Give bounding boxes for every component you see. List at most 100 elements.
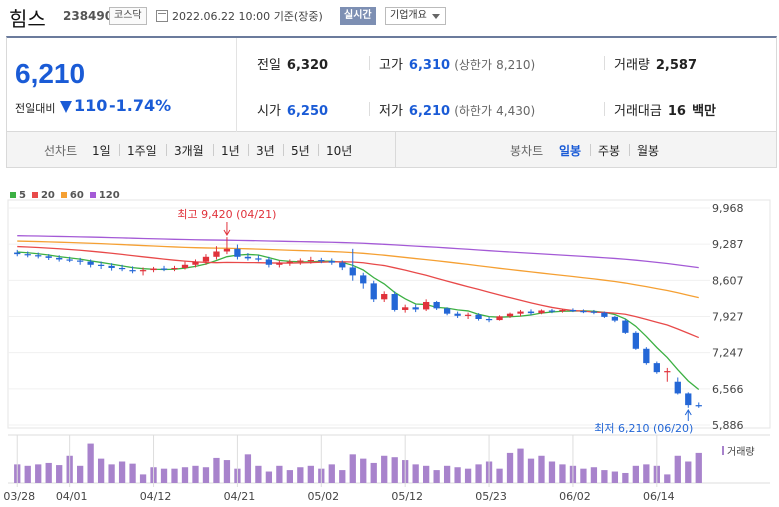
period-1y[interactable]: 1년 bbox=[221, 144, 240, 158]
volume-bar bbox=[475, 464, 482, 483]
candle-body bbox=[56, 257, 63, 260]
legend-item: 20 bbox=[31, 190, 55, 201]
candle-body bbox=[24, 254, 31, 256]
volume-bar bbox=[35, 464, 42, 483]
candle-body bbox=[433, 301, 440, 309]
candle-body bbox=[464, 314, 472, 316]
volume-bar bbox=[370, 462, 377, 483]
company-info-dropdown[interactable]: 기업개요 bbox=[385, 7, 446, 25]
candle-body bbox=[590, 311, 598, 313]
low-annotation: 최저 6,210 (06/20) bbox=[594, 422, 693, 435]
candle-daily[interactable]: 일봉 bbox=[559, 144, 582, 158]
volume-bar bbox=[160, 468, 168, 483]
volume-bar bbox=[276, 465, 283, 483]
chart-period-bar: 선차트 1일 1주일 3개월 1년 3년 5년 10년 봉차트 일봉 주봉 월봉 bbox=[6, 132, 777, 168]
open-cell: 시가 6,250 bbox=[257, 104, 329, 119]
candle-body bbox=[402, 307, 409, 310]
candle-body bbox=[643, 348, 650, 364]
candle-body bbox=[318, 259, 325, 262]
change-label: 전일대비 bbox=[15, 102, 56, 115]
market-badge: 코스닥 bbox=[109, 7, 147, 25]
candle-body bbox=[538, 310, 545, 314]
volume-bar bbox=[328, 464, 335, 483]
low-cell: 저가 6,210 (하한가 4,430) bbox=[379, 104, 536, 119]
candle-body bbox=[527, 311, 535, 314]
y-tick-label: 7,247 bbox=[712, 347, 744, 360]
candle-body bbox=[192, 261, 199, 265]
volume-bar bbox=[181, 467, 189, 483]
volume-bar bbox=[695, 452, 702, 483]
candle-body bbox=[653, 363, 660, 373]
y-tick-label: 7,927 bbox=[712, 311, 744, 324]
volume-bar bbox=[517, 448, 524, 483]
candle-body bbox=[286, 261, 293, 263]
candle-body bbox=[265, 259, 273, 265]
y-tick-label: 5,886 bbox=[712, 419, 744, 432]
calendar-icon bbox=[156, 10, 168, 22]
candle-weekly[interactable]: 주봉 bbox=[598, 144, 621, 158]
x-tick-label: 03/28 bbox=[3, 490, 35, 503]
x-tick-label: 04/01 bbox=[56, 490, 88, 503]
volume-bar bbox=[674, 455, 681, 483]
candle-body bbox=[496, 316, 503, 321]
candle-body bbox=[223, 248, 231, 252]
change-percent: -1.74% bbox=[109, 96, 172, 115]
volume-bar bbox=[443, 465, 451, 483]
volume-bar bbox=[255, 465, 262, 483]
period-5y[interactable]: 5년 bbox=[291, 144, 310, 158]
volume-bar bbox=[381, 455, 388, 483]
ma-line-20 bbox=[17, 245, 700, 339]
candle-body bbox=[171, 267, 178, 270]
volume-bar bbox=[97, 458, 105, 483]
volume-bar bbox=[454, 467, 461, 483]
period-1w[interactable]: 1주일 bbox=[127, 144, 157, 158]
price-summary: 6,210 전일대비 110 -1.74% 전일 6,320 고가 6,310 (상… bbox=[6, 36, 777, 132]
period-3m[interactable]: 3개월 bbox=[174, 144, 204, 158]
volume-bar bbox=[139, 474, 147, 483]
period-1d[interactable]: 1일 bbox=[92, 144, 111, 158]
volume-bar bbox=[129, 463, 136, 483]
ma-line-5 bbox=[17, 251, 700, 390]
stock-code: 238490 bbox=[63, 9, 114, 23]
candle-body bbox=[601, 312, 608, 317]
amount-cell: 거래대금 16 백만 bbox=[614, 104, 716, 119]
legend-item: 5 bbox=[10, 190, 26, 201]
volume-label: 거래량 bbox=[727, 446, 755, 458]
volume-bar bbox=[87, 443, 94, 483]
candle-body bbox=[108, 265, 115, 268]
y-tick-label: 6,566 bbox=[712, 383, 744, 396]
volume-bar bbox=[538, 455, 545, 483]
x-tick-label: 06/02 bbox=[559, 490, 591, 503]
candle-body bbox=[66, 259, 73, 261]
volume-bar bbox=[24, 465, 31, 483]
candle-body bbox=[559, 309, 566, 312]
ma-line-60 bbox=[17, 240, 699, 299]
volume-bar bbox=[223, 460, 231, 483]
candle-monthly[interactable]: 월봉 bbox=[637, 144, 660, 158]
chevron-down-icon bbox=[431, 14, 440, 19]
period-3y[interactable]: 3년 bbox=[256, 144, 275, 158]
volume-bar bbox=[548, 461, 556, 483]
candle-body bbox=[381, 294, 388, 300]
x-tick-label: 05/02 bbox=[307, 490, 339, 503]
candle-body bbox=[412, 307, 419, 310]
period-10y[interactable]: 10년 bbox=[326, 144, 353, 158]
candle-body bbox=[674, 381, 681, 394]
volume-bar bbox=[464, 468, 472, 483]
candle-body bbox=[349, 267, 356, 276]
volume-bar bbox=[506, 452, 514, 483]
candle-body bbox=[139, 270, 147, 272]
volume-bar bbox=[360, 458, 367, 483]
x-tick-label: 05/12 bbox=[391, 490, 423, 503]
volume-bar bbox=[433, 470, 440, 483]
realtime-button[interactable]: 실시간 bbox=[340, 7, 376, 25]
volume-bar bbox=[527, 458, 535, 483]
stock-candle-chart: 거래량 9,968 9,287 8,607 7,927 7,247 6,566 5,886 0… bbox=[3, 199, 771, 503]
candle-body bbox=[150, 268, 157, 271]
volume-bar bbox=[664, 474, 671, 483]
x-tick-label: 04/12 bbox=[140, 490, 172, 503]
volume-bar bbox=[643, 464, 650, 483]
candle-body bbox=[611, 316, 619, 321]
volume-bar bbox=[213, 457, 220, 483]
candle-body bbox=[517, 311, 524, 314]
